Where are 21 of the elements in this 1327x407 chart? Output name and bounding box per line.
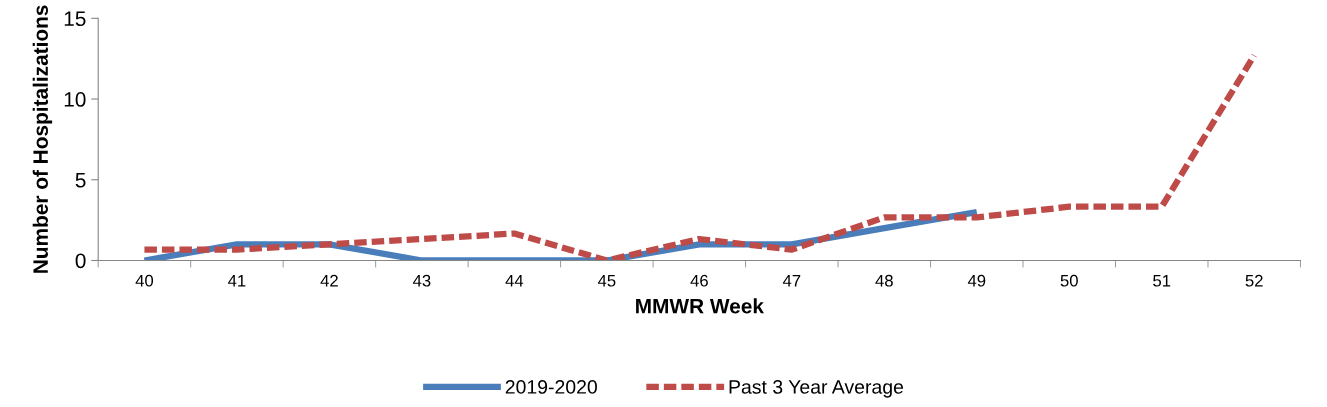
x-axis-title: MMWR Week (636, 298, 764, 314)
x-tick-label: 43 (413, 274, 431, 287)
x-tick-label: 41 (228, 274, 246, 287)
x-tick-label: 48 (875, 274, 893, 287)
x-tick-label: 45 (597, 274, 616, 287)
x-tick-label: 46 (690, 274, 708, 287)
legend-label: 2019-2020 (505, 380, 597, 394)
y-axis-title: Number of Hospitalizations (32, 5, 53, 273)
x-tick-label: 47 (782, 274, 801, 287)
x-tick-label: 42 (320, 274, 338, 287)
x-tick-label: 50 (1060, 274, 1078, 287)
x-tick-label: 44 (505, 274, 524, 287)
y-tick-label: 5 (75, 172, 86, 188)
x-tick-label: 49 (967, 274, 986, 287)
legend-label: Past 3 Year Average (729, 380, 904, 398)
y-tick-label: 10 (64, 92, 86, 107)
y-tick-label: 15 (64, 11, 86, 27)
x-tick-label: 51 (1153, 274, 1171, 287)
y-tick-label: 0 (75, 253, 86, 269)
x-tick-label: 52 (1245, 274, 1263, 287)
x-tick-label: 40 (135, 274, 154, 287)
